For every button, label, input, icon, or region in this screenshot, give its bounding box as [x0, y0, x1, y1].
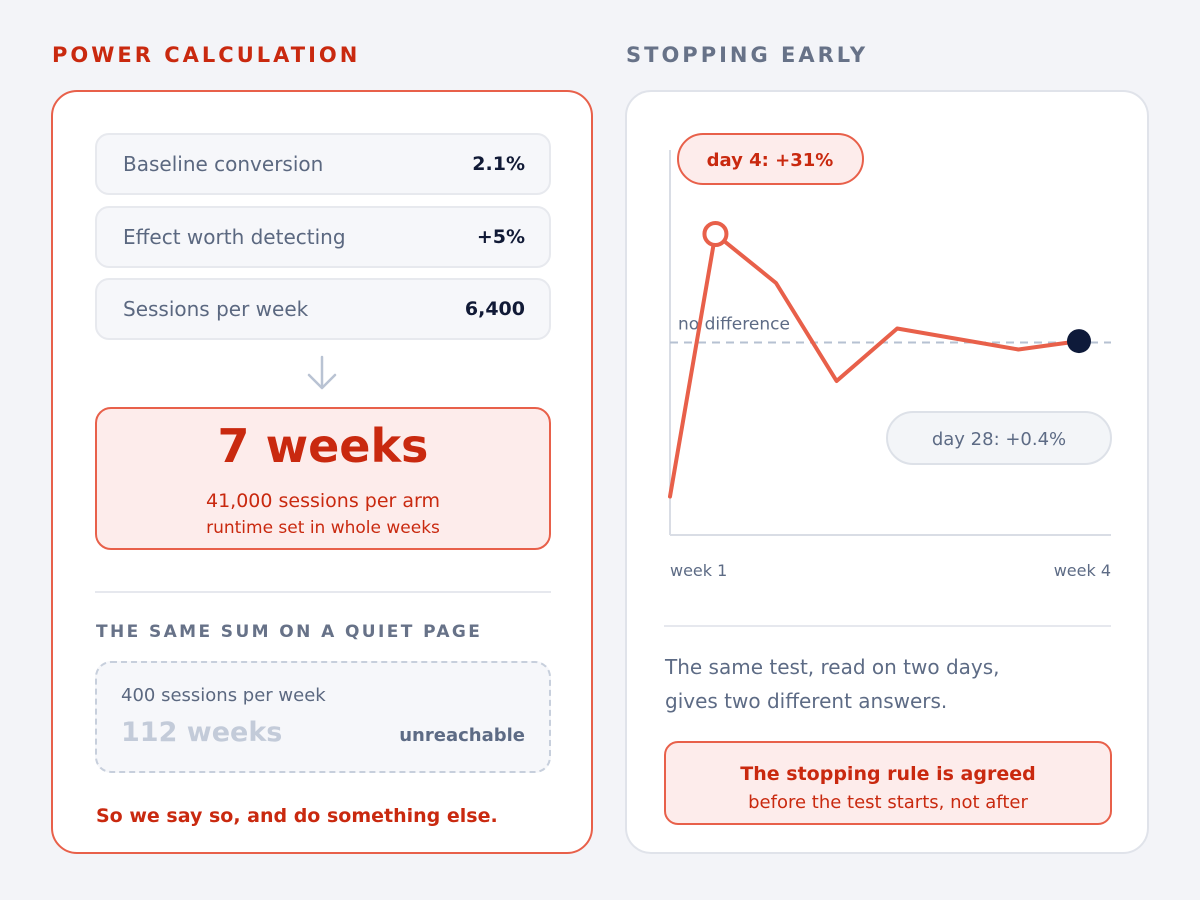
x-start-label: week 1	[670, 561, 727, 580]
effect-size-label: Effect worth detecting	[123, 225, 346, 249]
sessions-per-week-value: 6,400	[464, 298, 525, 320]
end-callout-label: day 28: +0.4%	[932, 429, 1066, 450]
no-difference-label: no difference	[678, 315, 790, 335]
quiet-runtime-weeks: 112 weeks	[121, 717, 283, 748]
end-callout: day 28: +0.4%	[886, 411, 1112, 465]
x-end-label: week 4	[1054, 561, 1111, 580]
quiet-page-box: 400 sessions per week 112 weeks unreacha…	[95, 661, 551, 773]
caption-line-1: The same test, read on two days,	[665, 655, 1000, 679]
quiet-sessions-per-week: 400 sessions per week	[121, 685, 326, 706]
quiet-page-heading: THE SAME SUM ON A QUIET PAGE	[96, 622, 483, 642]
baseline-conversion-value: 2.1%	[472, 153, 525, 175]
sessions-per-arm: 41,000 sessions per arm	[205, 490, 441, 512]
runtime-weeks: 7 weeks	[217, 419, 429, 473]
stopping-rule-box: The stopping rule is agreed before the t…	[664, 741, 1112, 825]
runtime-result-box: 7 weeks 41,000 sessions per arm runtime …	[95, 407, 551, 550]
stopping-early-title: STOPPING EARLY	[626, 43, 869, 67]
peak-callout-box	[677, 133, 864, 185]
sessions-per-week-label: Sessions per week	[123, 297, 309, 321]
divider	[664, 625, 1111, 627]
sessions-per-week-row: Sessions per week 6,400	[95, 278, 551, 340]
divider	[95, 591, 551, 593]
arrow-down-icon	[307, 355, 337, 390]
power-calculation-title: POWER CALCULATION	[52, 43, 361, 67]
peak-point	[702, 221, 729, 247]
end-callout-box	[886, 411, 1112, 465]
peak-callout-label: day 4: +31%	[707, 150, 834, 171]
end-point	[1067, 329, 1091, 354]
stopping-rule-title: The stopping rule is agreed	[740, 763, 1036, 785]
caption-line-2: gives two different answers.	[665, 689, 948, 713]
stopping-early-card: no difference day 4: +31% day 28: +0.4% …	[625, 90, 1149, 854]
stopping-rule-subtitle: before the test starts, not after	[748, 792, 1028, 813]
runtime-note: runtime set in whole weeks	[206, 518, 440, 538]
unreachable-label: unreachable	[399, 725, 525, 746]
baseline-conversion-label: Baseline conversion	[123, 152, 324, 176]
effect-size-row: Effect worth detecting +5%	[95, 206, 551, 268]
power-calculation-card: Baseline conversion 2.1% Effect worth de…	[51, 90, 593, 854]
power-footer-note: So we say so, and do something else.	[96, 805, 498, 827]
effect-size-value: +5%	[476, 226, 525, 248]
peak-callout: day 4: +31%	[677, 133, 864, 185]
baseline-conversion-row: Baseline conversion 2.1%	[95, 133, 551, 195]
stopping-early-chart: no difference day 4: +31% day 28: +0.4% …	[668, 133, 1112, 580]
